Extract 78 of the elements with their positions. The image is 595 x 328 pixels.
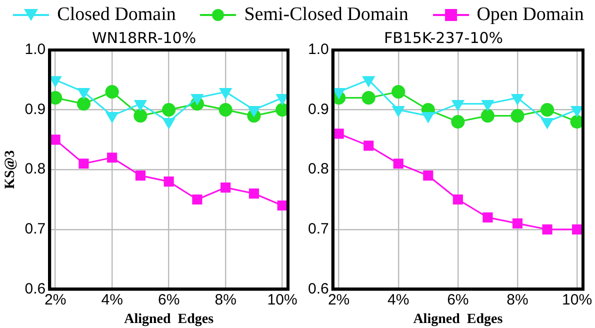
point xyxy=(510,108,524,123)
legend-label: Closed Domain xyxy=(57,4,176,26)
point xyxy=(423,170,434,181)
point xyxy=(192,194,202,205)
point xyxy=(50,91,62,105)
x-tick-label: 10% xyxy=(562,291,592,308)
point xyxy=(452,194,463,205)
x-tick-label: 4% xyxy=(101,291,123,308)
x-tick-label: 6% xyxy=(158,291,180,308)
y-axis-title: KS@3 xyxy=(3,150,18,189)
point xyxy=(392,106,404,117)
point xyxy=(392,85,406,99)
y-tick-label: 1.0 xyxy=(308,41,329,58)
point xyxy=(134,108,148,123)
point xyxy=(570,114,583,129)
x-tick-label: 10% xyxy=(267,291,298,308)
point xyxy=(135,170,146,181)
y-tick-label: 0.6 xyxy=(24,280,46,298)
point xyxy=(162,103,176,117)
point xyxy=(76,97,90,111)
x-tick-label: 4% xyxy=(388,291,410,308)
point xyxy=(134,100,146,111)
point xyxy=(422,112,434,123)
point xyxy=(277,200,288,211)
chart-title: FB15K-237-10% xyxy=(384,28,504,47)
point xyxy=(218,103,232,117)
y-tick-label: 0.9 xyxy=(308,100,329,118)
point xyxy=(191,94,204,105)
point xyxy=(482,212,493,222)
y-tick-label: 0.7 xyxy=(24,220,46,238)
point xyxy=(362,91,376,105)
point xyxy=(106,112,118,123)
point xyxy=(542,224,552,234)
x-tick-label: 6% xyxy=(447,291,469,308)
y-tick-label: 0.8 xyxy=(24,160,46,178)
y-tick-label: 0.8 xyxy=(308,160,329,178)
point xyxy=(571,106,583,117)
point xyxy=(364,140,374,151)
y-tick-label: 0.9 xyxy=(24,100,46,118)
point xyxy=(107,152,118,163)
chart-title: WN18RR-10% xyxy=(92,28,196,47)
point xyxy=(248,188,259,199)
point xyxy=(541,118,554,129)
point xyxy=(276,103,288,117)
x-axis-title: Aligned Edges xyxy=(413,312,504,328)
legend-label: Open Domain xyxy=(476,4,584,26)
point xyxy=(105,85,119,99)
point xyxy=(164,176,174,187)
point xyxy=(451,114,465,129)
point xyxy=(511,94,524,105)
y-tick-label: 1.0 xyxy=(24,41,46,58)
point xyxy=(480,108,495,123)
y-tick-label: 0.7 xyxy=(308,220,329,238)
point xyxy=(540,103,554,117)
point xyxy=(572,224,582,234)
y-tick-label: 0.6 xyxy=(308,280,329,298)
x-axis-title: Aligned Edges xyxy=(124,312,214,328)
point xyxy=(50,134,60,145)
point xyxy=(452,100,464,111)
point xyxy=(78,158,89,169)
x-tick-label: 2% xyxy=(44,291,66,308)
point xyxy=(248,106,260,117)
point xyxy=(334,128,344,139)
point xyxy=(393,158,404,169)
point xyxy=(78,88,90,99)
point xyxy=(362,76,375,87)
point xyxy=(276,94,288,105)
point xyxy=(50,76,62,87)
point xyxy=(332,88,345,99)
x-tick-label: 2% xyxy=(328,291,350,308)
point xyxy=(220,88,232,99)
point xyxy=(482,100,494,111)
legend-label: Semi-Closed Domain xyxy=(244,4,408,26)
point xyxy=(512,218,523,228)
x-tick-label: 8% xyxy=(214,291,236,308)
x-tick-label: 8% xyxy=(506,291,528,308)
point xyxy=(162,118,175,129)
point xyxy=(220,182,231,193)
